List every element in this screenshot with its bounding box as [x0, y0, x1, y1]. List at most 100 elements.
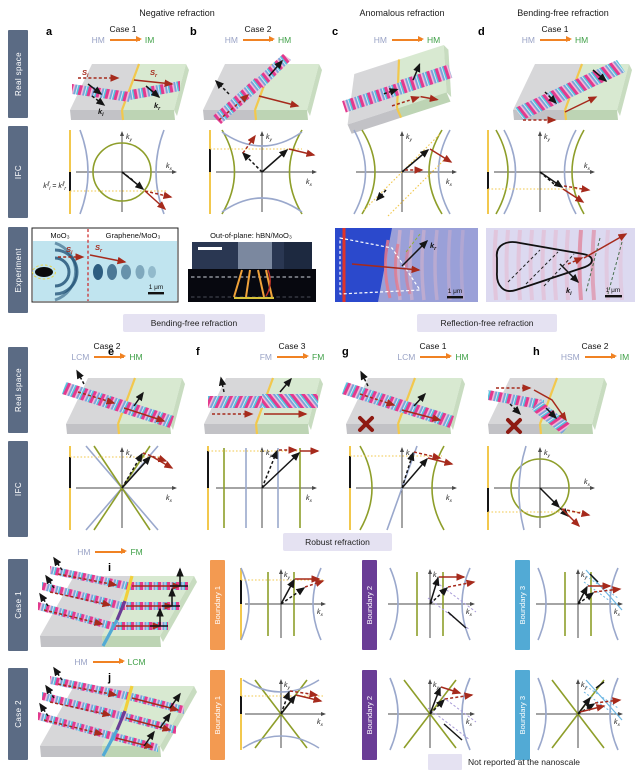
polariton-ribbon: [515, 60, 625, 120]
panel-letter-h: h: [533, 346, 540, 358]
case-label: [55, 536, 165, 547]
boundary-2-tab: Boundary 2: [362, 670, 377, 760]
panel-letter-a: a: [46, 26, 53, 38]
case-label: [55, 646, 165, 657]
medium-to-label: HM: [278, 35, 292, 45]
panel-b-ifc: kx ky: [209, 129, 317, 215]
boundary-1-tab: Boundary 1: [210, 670, 225, 760]
antenna-blob: [35, 267, 53, 277]
scale-bar-label: 1 μm: [149, 284, 164, 291]
panel-d-ifc: kx ky: [487, 129, 595, 215]
case-label: Case 2: [581, 341, 609, 351]
case-label: Case 2: [244, 24, 272, 34]
scale-bar: [605, 295, 622, 298]
medium-from-label: LCM: [397, 352, 416, 362]
scale-bar-label: 1 μm: [448, 288, 463, 295]
refraction-arrow-icon: [420, 353, 453, 360]
polariton-ribbon: [262, 394, 318, 408]
polariton-ribbon: [62, 382, 174, 428]
experiment-b-title: Out-of-plane: hBN/MoO₃: [210, 231, 292, 240]
row-label-ifc: IFC: [8, 126, 28, 218]
case-label: Case 1: [419, 341, 447, 351]
wavevector-refracted-label: kr: [430, 241, 437, 252]
ky-axis-label: ky: [544, 134, 551, 143]
panel-j-real-space: [38, 666, 197, 757]
panel-g-real-space: [342, 370, 467, 436]
panel-i-real-space: [38, 556, 197, 647]
experiment-a-left-medium-label: MoO₃: [50, 231, 69, 240]
medium-to-label: HM: [129, 352, 143, 362]
medium-to-label: HM: [427, 35, 441, 45]
kx-axis-label: kx: [306, 495, 313, 504]
boundary-2-tab: Boundary 2: [362, 560, 377, 650]
refraction-arrow-icon: [243, 36, 275, 43]
medium-from-label: LCM: [71, 352, 90, 362]
boundary-2-line: [115, 600, 127, 621]
panel-i-header: HM FM: [55, 536, 165, 557]
panel-h-ifc: kx ky: [487, 445, 595, 531]
row-label-real-space-2: Real space: [8, 347, 28, 433]
banner-robust-refraction: Robust refraction: [283, 533, 392, 551]
boundary-3-line: [101, 729, 119, 757]
polariton-ribbon: [38, 712, 112, 740]
experiment-a-image: Si Sr MoO₃ Graphene/MoO₃ 1 μm: [31, 227, 179, 303]
ky-axis-label: ky: [406, 450, 413, 459]
ky-axis-label: ky: [126, 134, 133, 143]
refraction-arrow-icon: [109, 36, 142, 43]
refraction-arrow-icon: [92, 658, 125, 665]
no-reflection-x-icon: [358, 416, 374, 432]
panel-e-real-space: [62, 369, 187, 436]
kx-axis-label: kx: [166, 495, 173, 504]
medium-from-label: FM: [259, 352, 272, 362]
experiment-d-image: ki 1 μm: [486, 228, 635, 302]
refraction-arrow-icon: [392, 36, 424, 43]
panel-d-header: Case 1 HM HM: [500, 24, 610, 45]
boundary3-j-ifc: kx ky: [536, 677, 623, 751]
boundary2-j-ifc: kx ky: [388, 677, 477, 751]
scale-bar-label: 1 μm: [606, 287, 621, 294]
panel-a-real-space: Si Sr ki kr: [68, 62, 191, 122]
panel-letter-d: d: [478, 26, 485, 38]
medium-to-label: FM: [130, 547, 143, 557]
boundary-3-tab: Boundary 3: [515, 670, 530, 760]
case-label: Case 1: [109, 24, 137, 34]
poynting-refracted-label: Sr: [95, 243, 103, 254]
panel-letter-g: g: [342, 346, 349, 358]
panel-e-ifc: kx ky: [69, 445, 177, 531]
kx-axis-label: kx: [614, 609, 621, 618]
ky-axis-label: ky: [581, 572, 588, 581]
medium-to-label: LCM: [127, 657, 146, 667]
medium-from-label: HM: [373, 35, 387, 45]
panel-h-real-space: [486, 376, 609, 436]
row-label-ifc-2: IFC: [8, 441, 28, 537]
wavevector-incident-label: ki: [566, 286, 572, 297]
ky-axis-label: ky: [433, 572, 440, 581]
polariton-ribbon: [488, 390, 544, 410]
banner-reflection-free-refraction: Reflection-free refraction: [417, 314, 557, 332]
medium-to-label: IM: [144, 35, 155, 45]
kx-axis-label: kx: [446, 179, 453, 188]
no-reflection-x-icon: [506, 418, 522, 434]
ky-axis-label: ky: [284, 572, 291, 581]
refraction-arrow-icon: [277, 353, 309, 360]
boundary1-j-ifc: kx ky: [240, 678, 326, 750]
column-header-negative-refraction: Negative refraction: [139, 8, 215, 18]
kx-axis-label: kx: [584, 163, 591, 172]
panel-h-header: Case 2 HSM IM: [540, 341, 640, 362]
panel-b-real-space: [201, 54, 324, 124]
row-label-case-2: Case 2: [8, 668, 28, 760]
medium-from-label: HM: [521, 35, 535, 45]
panel-c-real-space: [332, 42, 465, 136]
row-label-case-1: Case 1: [8, 559, 28, 651]
medium-from-label: HM: [74, 657, 88, 667]
wavevector-incident-label: ki: [98, 107, 104, 118]
boundary2-i-ifc: kx ky: [388, 567, 477, 641]
medium-from-label: HM: [224, 35, 238, 45]
medium-from-label: HSM: [560, 352, 580, 362]
kx-axis-label: kx: [317, 719, 324, 728]
column-header-bending-free-refraction: Bending-free refraction: [517, 8, 609, 18]
panel-c-ifc: kx ky: [353, 129, 457, 217]
sample-outline: [496, 241, 593, 292]
medium-to-label: HM: [575, 35, 589, 45]
